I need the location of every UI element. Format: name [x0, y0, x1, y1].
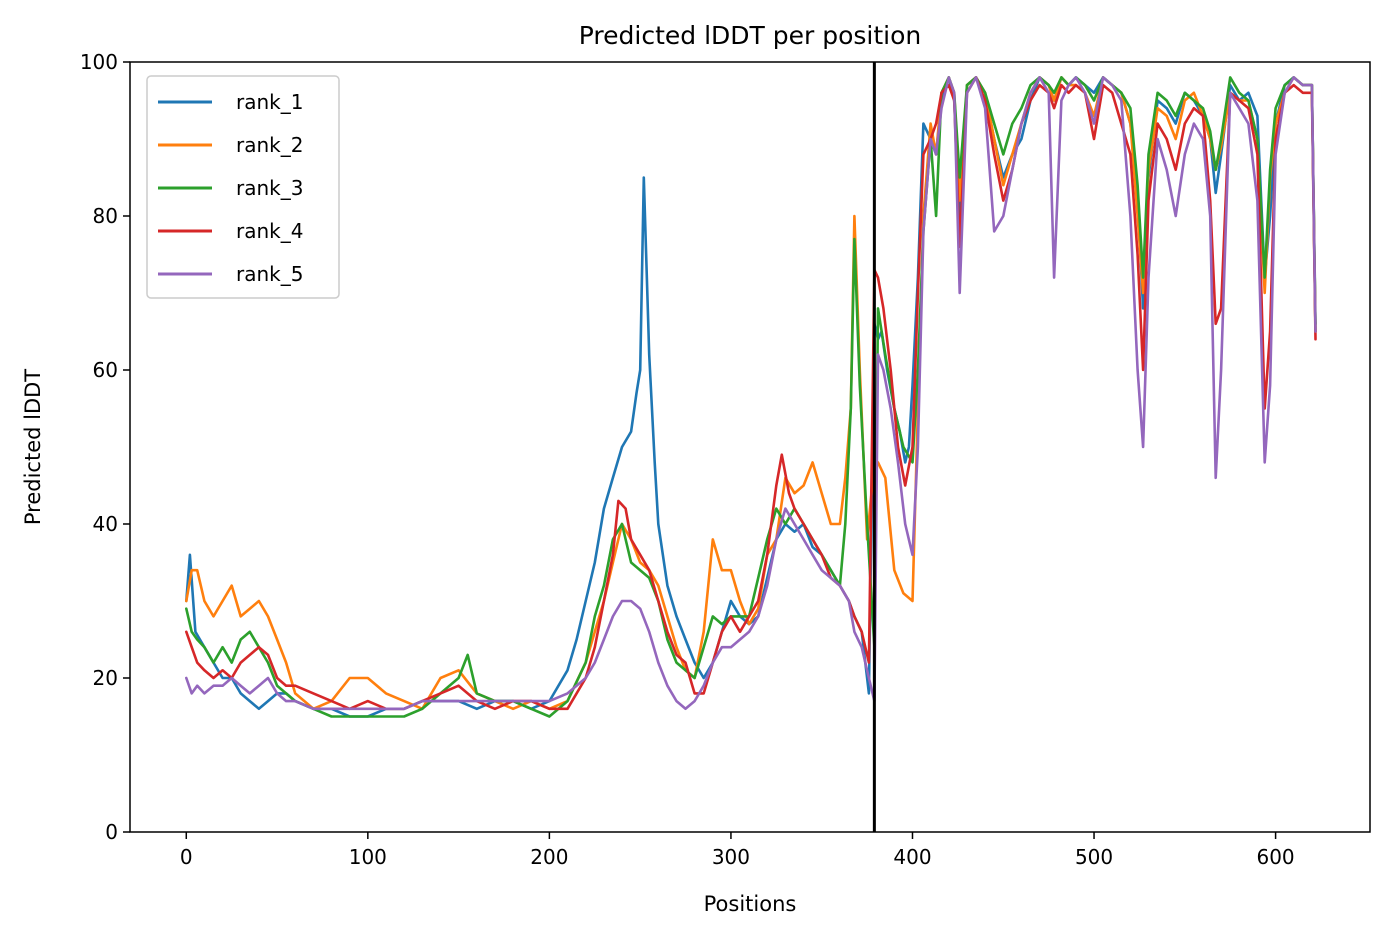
x-tick-label: 500	[1075, 845, 1113, 869]
x-tick-label: 400	[893, 845, 931, 869]
series-line-rank-5	[185, 76, 1317, 711]
x-tick-label: 100	[349, 845, 387, 869]
legend-label-rank-1: rank_1	[236, 90, 303, 114]
x-tick-label: 600	[1256, 845, 1294, 869]
y-tick-label: 80	[93, 204, 118, 228]
y-axis: 0 20 40 60 80 100	[80, 50, 130, 844]
legend: rank_1 rank_2 rank_3 rank_4 rank_5	[146, 75, 340, 299]
x-axis: 0 100 200 300 400 500 600	[180, 832, 1295, 869]
series-line-rank-3	[185, 76, 1317, 718]
series-line-rank-4	[185, 76, 1317, 711]
y-tick-label: 20	[93, 666, 118, 690]
plot-frame	[129, 61, 1371, 833]
y-axis-label: Predicted lDDT	[21, 369, 45, 525]
chart-title: Predicted lDDT per position	[579, 21, 921, 50]
y-tick-label: 40	[93, 512, 118, 536]
y-tick-label: 100	[80, 50, 118, 74]
legend-label-rank-2: rank_2	[236, 133, 303, 157]
x-tick-label: 0	[180, 845, 193, 869]
x-tick-label: 200	[530, 845, 568, 869]
y-tick-label: 0	[105, 820, 118, 844]
x-axis-label: Positions	[704, 892, 797, 916]
legend-label-rank-4: rank_4	[236, 219, 303, 243]
x-tick-label: 300	[712, 845, 750, 869]
series-layer	[185, 76, 1317, 718]
legend-label-rank-5: rank_5	[236, 262, 303, 286]
legend-frame	[146, 75, 340, 299]
legend-label-rank-3: rank_3	[236, 176, 303, 200]
y-tick-label: 60	[93, 358, 118, 382]
